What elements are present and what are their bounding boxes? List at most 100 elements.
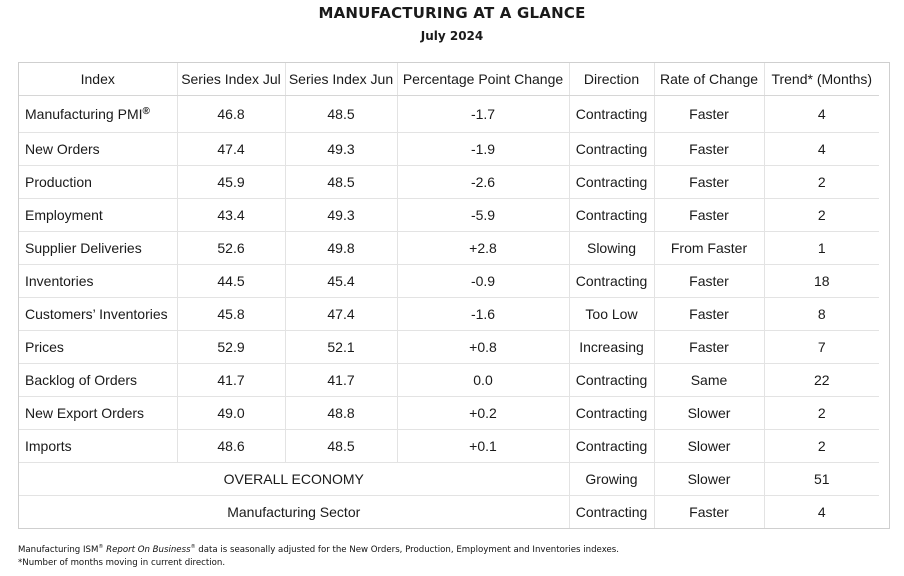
summary-trend: 4 — [764, 495, 879, 528]
summary-trend: 51 — [764, 462, 879, 496]
row-direction: Contracting — [569, 363, 655, 397]
row-index: Inventories — [19, 264, 178, 298]
footnote-suffix: data is seasonally adjusted for the New … — [195, 544, 620, 555]
col-header-direction: Direction — [569, 63, 655, 96]
row-trend: 1 — [764, 231, 879, 265]
row-direction: Too Low — [569, 297, 655, 331]
summary-direction: Contracting — [569, 495, 655, 528]
row-index: Backlog of Orders — [19, 363, 178, 397]
row-rate: Faster — [654, 132, 765, 166]
page-subtitle: July 2024 — [420, 29, 484, 43]
row-index: Imports — [19, 429, 178, 463]
col-header-jun: Series Index Jun — [285, 63, 398, 96]
table-row: Inventories 44.5 45.4 -0.9 Contracting F… — [19, 264, 879, 298]
row-jun: 45.4 — [285, 264, 398, 298]
row-index: Manufacturing PMI® — [19, 95, 178, 133]
footnote-report-name: Report On Business — [106, 544, 191, 555]
summary-label: Manufacturing Sector — [19, 495, 570, 528]
row-change: -0.9 — [397, 264, 570, 298]
row-index: New Export Orders — [19, 396, 178, 430]
row-trend: 18 — [764, 264, 879, 298]
table-frame: Index Series Index Jul Series Index Jun … — [18, 62, 890, 529]
row-direction: Contracting — [569, 165, 655, 199]
row-jun: 49.8 — [285, 231, 398, 265]
table-row: Production 45.9 48.5 -2.6 Contracting Fa… — [19, 165, 879, 199]
row-direction: Contracting — [569, 429, 655, 463]
table-row: Backlog of Orders 41.7 41.7 0.0 Contract… — [19, 363, 879, 397]
row-direction: Slowing — [569, 231, 655, 265]
footnote-adjustment: Manufacturing ISM® Report On Business® d… — [18, 541, 619, 557]
table-row: Customers’ Inventories 45.8 47.4 -1.6 To… — [19, 297, 879, 331]
row-jul: 44.5 — [177, 264, 286, 298]
row-jun: 48.5 — [285, 95, 398, 133]
row-trend: 4 — [764, 95, 879, 133]
row-trend: 4 — [764, 132, 879, 166]
row-trend: 22 — [764, 363, 879, 397]
col-header-rate: Rate of Change — [654, 63, 765, 96]
row-jun: 41.7 — [285, 363, 398, 397]
row-jul: 48.6 — [177, 429, 286, 463]
row-direction: Contracting — [569, 95, 655, 133]
col-header-jul: Series Index Jul — [177, 63, 286, 96]
summary-rate: Faster — [654, 495, 765, 528]
header-row: Index Series Index Jul Series Index Jun … — [19, 63, 879, 96]
row-jul: 52.6 — [177, 231, 286, 265]
row-change: 0.0 — [397, 363, 570, 397]
row-jul: 47.4 — [177, 132, 286, 166]
row-jul: 46.8 — [177, 95, 286, 133]
row-change: -1.9 — [397, 132, 570, 166]
row-jul: 52.9 — [177, 330, 286, 364]
row-jul: 45.8 — [177, 297, 286, 331]
row-change: +0.1 — [397, 429, 570, 463]
row-jun: 52.1 — [285, 330, 398, 364]
row-trend: 2 — [764, 429, 879, 463]
row-rate: Faster — [654, 330, 765, 364]
summary-label: OVERALL ECONOMY — [19, 462, 570, 496]
row-jun: 49.3 — [285, 132, 398, 166]
footnote-registered-mark: ® — [98, 544, 104, 550]
row-change: +0.2 — [397, 396, 570, 430]
table-row: Imports 48.6 48.5 +0.1 Contracting Slowe… — [19, 429, 879, 463]
row-trend: 2 — [764, 165, 879, 199]
row-direction: Contracting — [569, 264, 655, 298]
row-rate: Faster — [654, 95, 765, 133]
row-index: Production — [19, 165, 178, 199]
row-index: New Orders — [19, 132, 178, 166]
summary-row: OVERALL ECONOMY Growing Slower 51 — [19, 462, 879, 496]
row-direction: Increasing — [569, 330, 655, 364]
row-rate: Same — [654, 363, 765, 397]
row-direction: Contracting — [569, 198, 655, 232]
row-rate: Faster — [654, 264, 765, 298]
row-index: Customers’ Inventories — [19, 297, 178, 331]
row-jul: 41.7 — [177, 363, 286, 397]
summary-rate: Slower — [654, 462, 765, 496]
row-index: Employment — [19, 198, 178, 232]
footnotes: Manufacturing ISM® Report On Business® d… — [18, 541, 619, 570]
row-direction: Contracting — [569, 396, 655, 430]
row-change: -2.6 — [397, 165, 570, 199]
row-jun: 48.5 — [285, 429, 398, 463]
row-rate: Faster — [654, 165, 765, 199]
row-change: +0.8 — [397, 330, 570, 364]
table-row: Manufacturing PMI® 46.8 48.5 -1.7 Contra… — [19, 95, 879, 133]
row-trend: 2 — [764, 396, 879, 430]
footnote-registered-mark-2: ® — [190, 544, 196, 550]
row-jul: 49.0 — [177, 396, 286, 430]
row-change: +2.8 — [397, 231, 570, 265]
glance-table: Index Series Index Jul Series Index Jun … — [19, 63, 879, 528]
col-header-trend: Trend* (Months) — [764, 63, 879, 96]
row-jun: 47.4 — [285, 297, 398, 331]
col-header-change: Percentage Point Change — [397, 63, 570, 96]
row-jun: 49.3 — [285, 198, 398, 232]
row-index: Prices — [19, 330, 178, 364]
col-header-index: Index — [19, 63, 178, 96]
row-jul: 43.4 — [177, 198, 286, 232]
footnote-prefix: Manufacturing ISM — [18, 544, 99, 555]
row-rate: From Faster — [654, 231, 765, 265]
summary-direction: Growing — [569, 462, 655, 496]
row-change: -1.7 — [397, 95, 570, 133]
row-rate: Faster — [654, 297, 765, 331]
footnote-trend: *Number of months moving in current dire… — [18, 557, 226, 568]
table-row: New Orders 47.4 49.3 -1.9 Contracting Fa… — [19, 132, 879, 166]
row-index: Supplier Deliveries — [19, 231, 178, 265]
